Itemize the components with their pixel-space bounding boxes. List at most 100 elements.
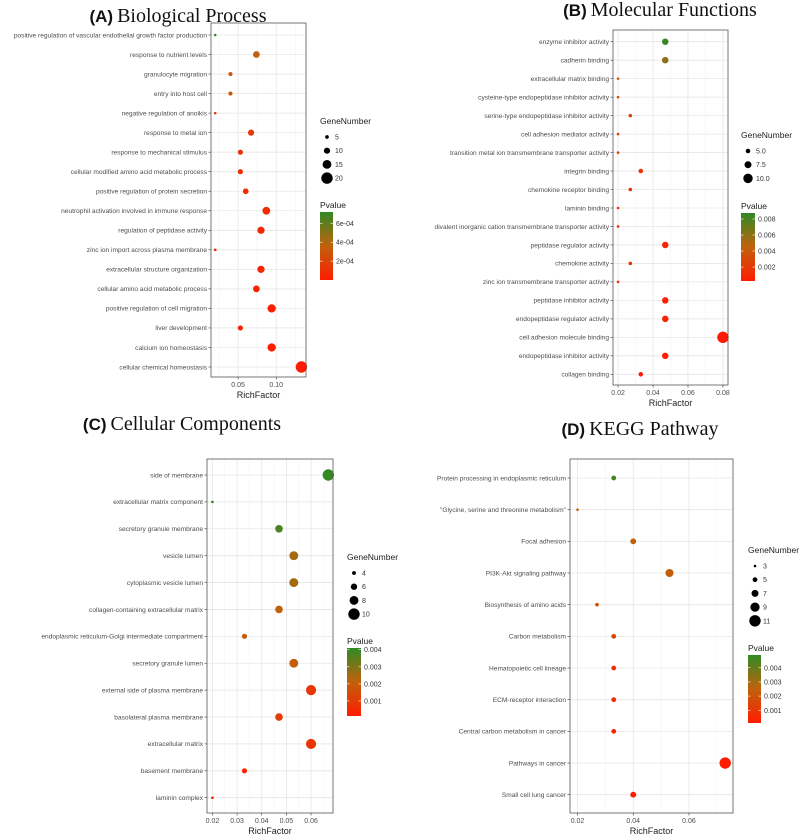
- data-point: [237, 325, 243, 331]
- size-legend-label: 5: [335, 135, 339, 142]
- x-axis-title: RichFactor: [649, 398, 693, 408]
- size-legend-label: 5: [763, 577, 767, 584]
- size-legend-label: 3: [763, 564, 767, 571]
- data-point: [616, 206, 620, 210]
- data-point: [611, 697, 617, 703]
- data-point: [630, 791, 637, 798]
- size-legend-dot: [352, 571, 356, 575]
- colorbar-tick-label: 4e-04: [336, 240, 354, 247]
- pvalue-colorbar: [347, 648, 361, 716]
- term-label: vesicle lumen: [163, 553, 203, 560]
- data-point: [322, 469, 335, 481]
- term-label: secretory granule membrane: [119, 526, 204, 533]
- data-point: [267, 343, 276, 352]
- term-label: extracellular matrix: [148, 741, 204, 748]
- data-point: [211, 500, 214, 504]
- colorbar-tick-label: 2e-04: [336, 259, 354, 266]
- term-label: cellular chemical homeostasis: [119, 364, 207, 371]
- data-point: [305, 738, 317, 749]
- term-label: transition metal ion transmembrane trans…: [450, 150, 610, 157]
- term-label: cellular modified amino acid metabolic p…: [71, 169, 208, 176]
- term-label: cellular amino acid metabolic process: [97, 286, 207, 293]
- term-label: PI3K-Akt signaling pathway: [486, 570, 567, 577]
- term-label: zinc ion import across plasma membrane: [87, 247, 208, 254]
- size-legend-label: 7: [763, 591, 767, 598]
- data-point: [662, 241, 669, 249]
- term-label: chemokine activity: [555, 261, 610, 268]
- size-legend-dot: [752, 577, 758, 583]
- data-point: [616, 151, 620, 154]
- x-tick-label: 0.02: [611, 390, 625, 397]
- size-legend-label: 15: [335, 162, 343, 169]
- data-point: [576, 508, 579, 511]
- data-point: [638, 372, 644, 377]
- size-legend-title: GeneNumber: [347, 552, 398, 562]
- term-label: cell adhesion molecule binding: [519, 335, 609, 342]
- colorbar-tick-label: 0.004: [758, 249, 776, 256]
- color-legend-title: Pvalue: [748, 643, 774, 653]
- term-label: positive regulation of cell migration: [106, 306, 207, 313]
- colorbar-tick-label: 0.001: [364, 698, 382, 705]
- colorbar-tick-label: 0.002: [364, 681, 382, 688]
- data-point: [662, 297, 669, 304]
- term-label: cadherin binding: [561, 57, 610, 64]
- data-point: [616, 280, 620, 284]
- data-point: [289, 578, 299, 588]
- size-legend-title: GeneNumber: [320, 116, 371, 126]
- term-label: zinc ion transmembrane transporter activ…: [483, 279, 610, 286]
- term-label: extracellular matrix binding: [531, 76, 610, 83]
- data-point: [253, 51, 260, 58]
- term-label: secretory granule lumen: [132, 661, 203, 668]
- panel-d: (D) KEGG Pathway Protein processing in end…: [437, 418, 799, 834]
- plot-border: [612, 29, 729, 386]
- term-label: Focal adhesion: [521, 539, 566, 546]
- panel-letter: (D): [561, 420, 585, 439]
- panel-letter: (B): [563, 1, 587, 20]
- x-tick-label: 0.03: [230, 818, 244, 825]
- term-label: basement membrane: [141, 768, 204, 775]
- data-point: [253, 285, 260, 293]
- panel-title: (D) KEGG Pathway: [561, 418, 718, 440]
- size-legend-dot: [745, 148, 751, 154]
- size-legend-dot: [743, 173, 753, 184]
- panel-c: (C) Cellular Components side of membrane ex…: [41, 413, 398, 834]
- term-label: Biosynthesis of amino acids: [485, 602, 567, 609]
- panel-letter: (C): [83, 415, 107, 434]
- term-label: Protein processing in endoplasmic reticu…: [437, 475, 567, 482]
- term-label: collagen-containing extracellular matrix: [89, 607, 204, 614]
- x-axis-title: RichFactor: [248, 826, 292, 834]
- term-label: collagen binding: [561, 372, 609, 379]
- data-point: [662, 38, 669, 45]
- size-legend-dot: [321, 172, 333, 184]
- size-legend-label: 4: [362, 571, 366, 578]
- size-legend-label: 7.5: [756, 162, 766, 169]
- data-point: [247, 129, 255, 136]
- size-legend-dot: [744, 161, 752, 169]
- data-point: [237, 169, 243, 175]
- colorbar-tick-label: 0.002: [764, 694, 782, 701]
- data-point: [630, 538, 637, 545]
- colorbar-tick-label: 0.003: [764, 679, 782, 686]
- data-point: [719, 757, 731, 769]
- data-point: [257, 226, 265, 234]
- pvalue-colorbar: [320, 212, 333, 280]
- term-label: ECM-receptor interaction: [493, 697, 567, 704]
- x-tick-label: 0.04: [255, 818, 269, 825]
- term-label: response to mechanical stimulus: [111, 149, 207, 156]
- colorbar-tick-label: 0.002: [758, 265, 776, 272]
- data-point: [628, 187, 633, 192]
- term-label: side of membrane: [150, 472, 203, 479]
- size-legend-dot: [749, 615, 761, 627]
- plot-border: [206, 458, 334, 814]
- data-point: [611, 728, 617, 734]
- size-legend-dot: [750, 602, 760, 612]
- term-label: liver development: [155, 325, 207, 332]
- data-point: [295, 361, 308, 373]
- panel-title-text: Cellular Components: [111, 413, 282, 435]
- term-label: Central carbon metabolism in cancer: [459, 729, 567, 736]
- term-label: endopeptidase regulator activity: [516, 316, 610, 323]
- data-point: [228, 91, 233, 96]
- term-label: peptidase inhibitor activity: [533, 298, 609, 305]
- color-legend-title: Pvalue: [741, 201, 767, 211]
